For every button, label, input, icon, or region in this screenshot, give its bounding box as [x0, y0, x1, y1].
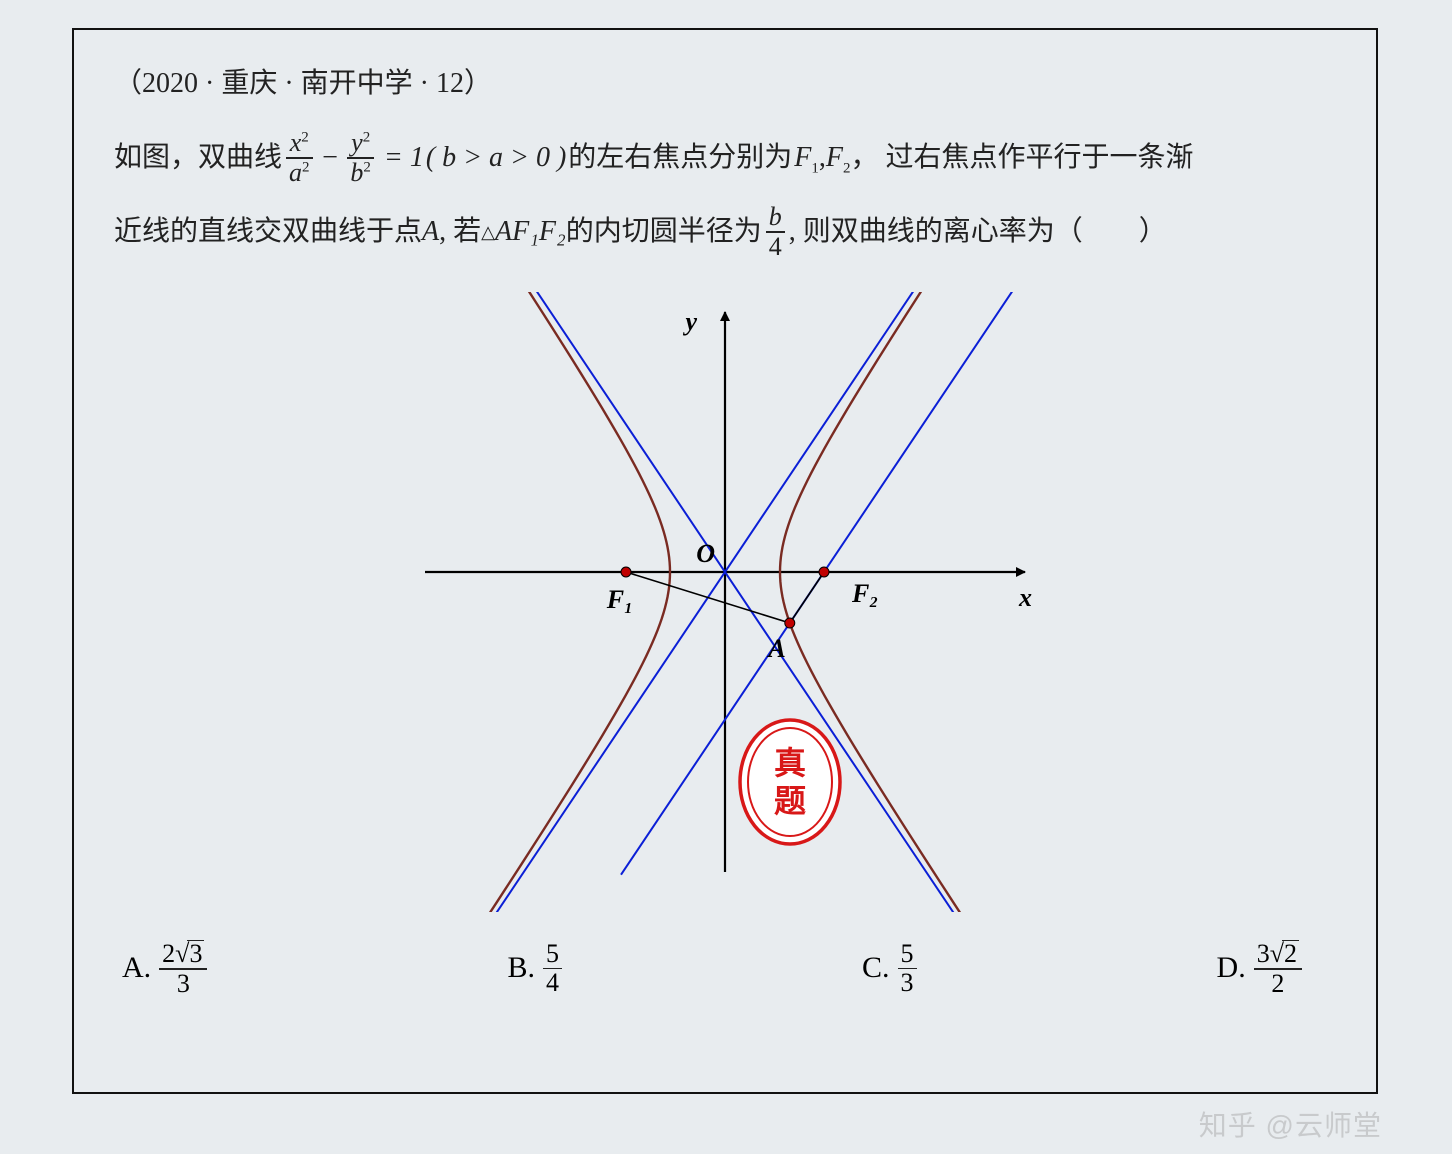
statement-line-1: 如图，双曲线 x2 a2 − y2 b2 = 1 ( b > a > 0 ) 的…: [114, 130, 1336, 186]
seal-text-1: 真: [774, 745, 806, 781]
choice-B[interactable]: B. 5 4: [507, 941, 566, 997]
label-A: A: [766, 634, 785, 663]
cond: ( b > a > 0 ): [426, 130, 566, 186]
p1a: 如图，双曲线: [114, 130, 282, 186]
comma1: ,: [819, 130, 826, 186]
figure-container: y x O F₁ F₂ A 真题: [114, 292, 1336, 912]
A-ital: A: [422, 204, 439, 260]
source-header: （2020 · 重庆 · 南开中学 · 12）: [114, 56, 1336, 112]
p2c: 的内切圆半径为: [566, 204, 762, 260]
label-F1: F₁: [606, 585, 633, 614]
statement-line-2: 近线的直线交双曲线于点 A , 若 △ AF₁F₂ 的内切圆半径为 b 4 , …: [114, 204, 1336, 260]
choice-D[interactable]: D. 3 √2 2: [1217, 940, 1306, 997]
p2d: , 则双曲线的离心率为（ ）: [789, 204, 1167, 260]
F1: F1: [794, 130, 819, 186]
point-F2: [819, 567, 829, 577]
p1b: 的左右焦点分别为: [568, 130, 792, 186]
F2: F2: [826, 130, 851, 186]
minus: −: [321, 130, 340, 186]
label-O: O: [696, 539, 715, 568]
label-F2: F₂: [851, 579, 878, 608]
hyperbola-figure: y x O F₁ F₂ A 真题: [385, 292, 1065, 912]
p1c: ， 过右焦点作平行于一条渐: [851, 130, 1194, 186]
label-y: y: [682, 307, 697, 336]
choice-A[interactable]: A. 2 √3 3: [122, 940, 211, 997]
label-x: x: [1018, 583, 1032, 612]
point-A: [785, 618, 795, 628]
choice-C[interactable]: C. 5 3: [862, 941, 921, 997]
frac-y2-b2: y2 b2: [347, 130, 374, 186]
eq1: = 1: [384, 130, 424, 186]
point-F1: [621, 567, 631, 577]
p2a: 近线的直线交双曲线于点: [114, 204, 422, 260]
answer-choices: A. 2 √3 3 B. 5 4 C. 5 3: [114, 940, 1336, 997]
header-text: （2020 · 重庆 · 南开中学 · 12）: [114, 56, 492, 112]
AF1F2: AF₁F₂: [495, 204, 566, 260]
question-frame: （2020 · 重庆 · 南开中学 · 12） 如图，双曲线 x2 a2 − y…: [72, 28, 1378, 1094]
frac-x2-a2: x2 a2: [286, 130, 313, 186]
segment-F1A: [626, 572, 790, 623]
seal-icon: [740, 720, 840, 844]
segment-F2A: [790, 572, 824, 623]
frac-b-4: b 4: [766, 204, 785, 260]
seal-text-2: 题: [774, 783, 806, 819]
watermark: 知乎 @云师堂: [1199, 1104, 1382, 1144]
triangle-symbol: △: [481, 214, 495, 250]
p2b: , 若: [439, 204, 481, 260]
